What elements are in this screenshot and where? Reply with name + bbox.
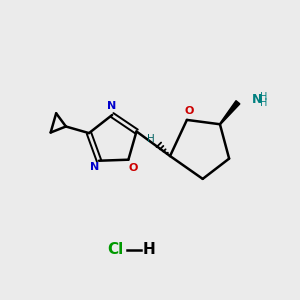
Text: O: O	[184, 106, 194, 116]
Text: Cl: Cl	[107, 242, 123, 257]
Text: H: H	[147, 134, 155, 144]
Text: N: N	[106, 101, 116, 111]
Polygon shape	[220, 101, 240, 124]
Text: H: H	[260, 92, 267, 102]
Text: O: O	[129, 163, 138, 173]
Text: H: H	[260, 98, 267, 108]
Text: H: H	[142, 242, 155, 257]
Text: N: N	[90, 162, 100, 172]
Text: N: N	[252, 93, 262, 106]
